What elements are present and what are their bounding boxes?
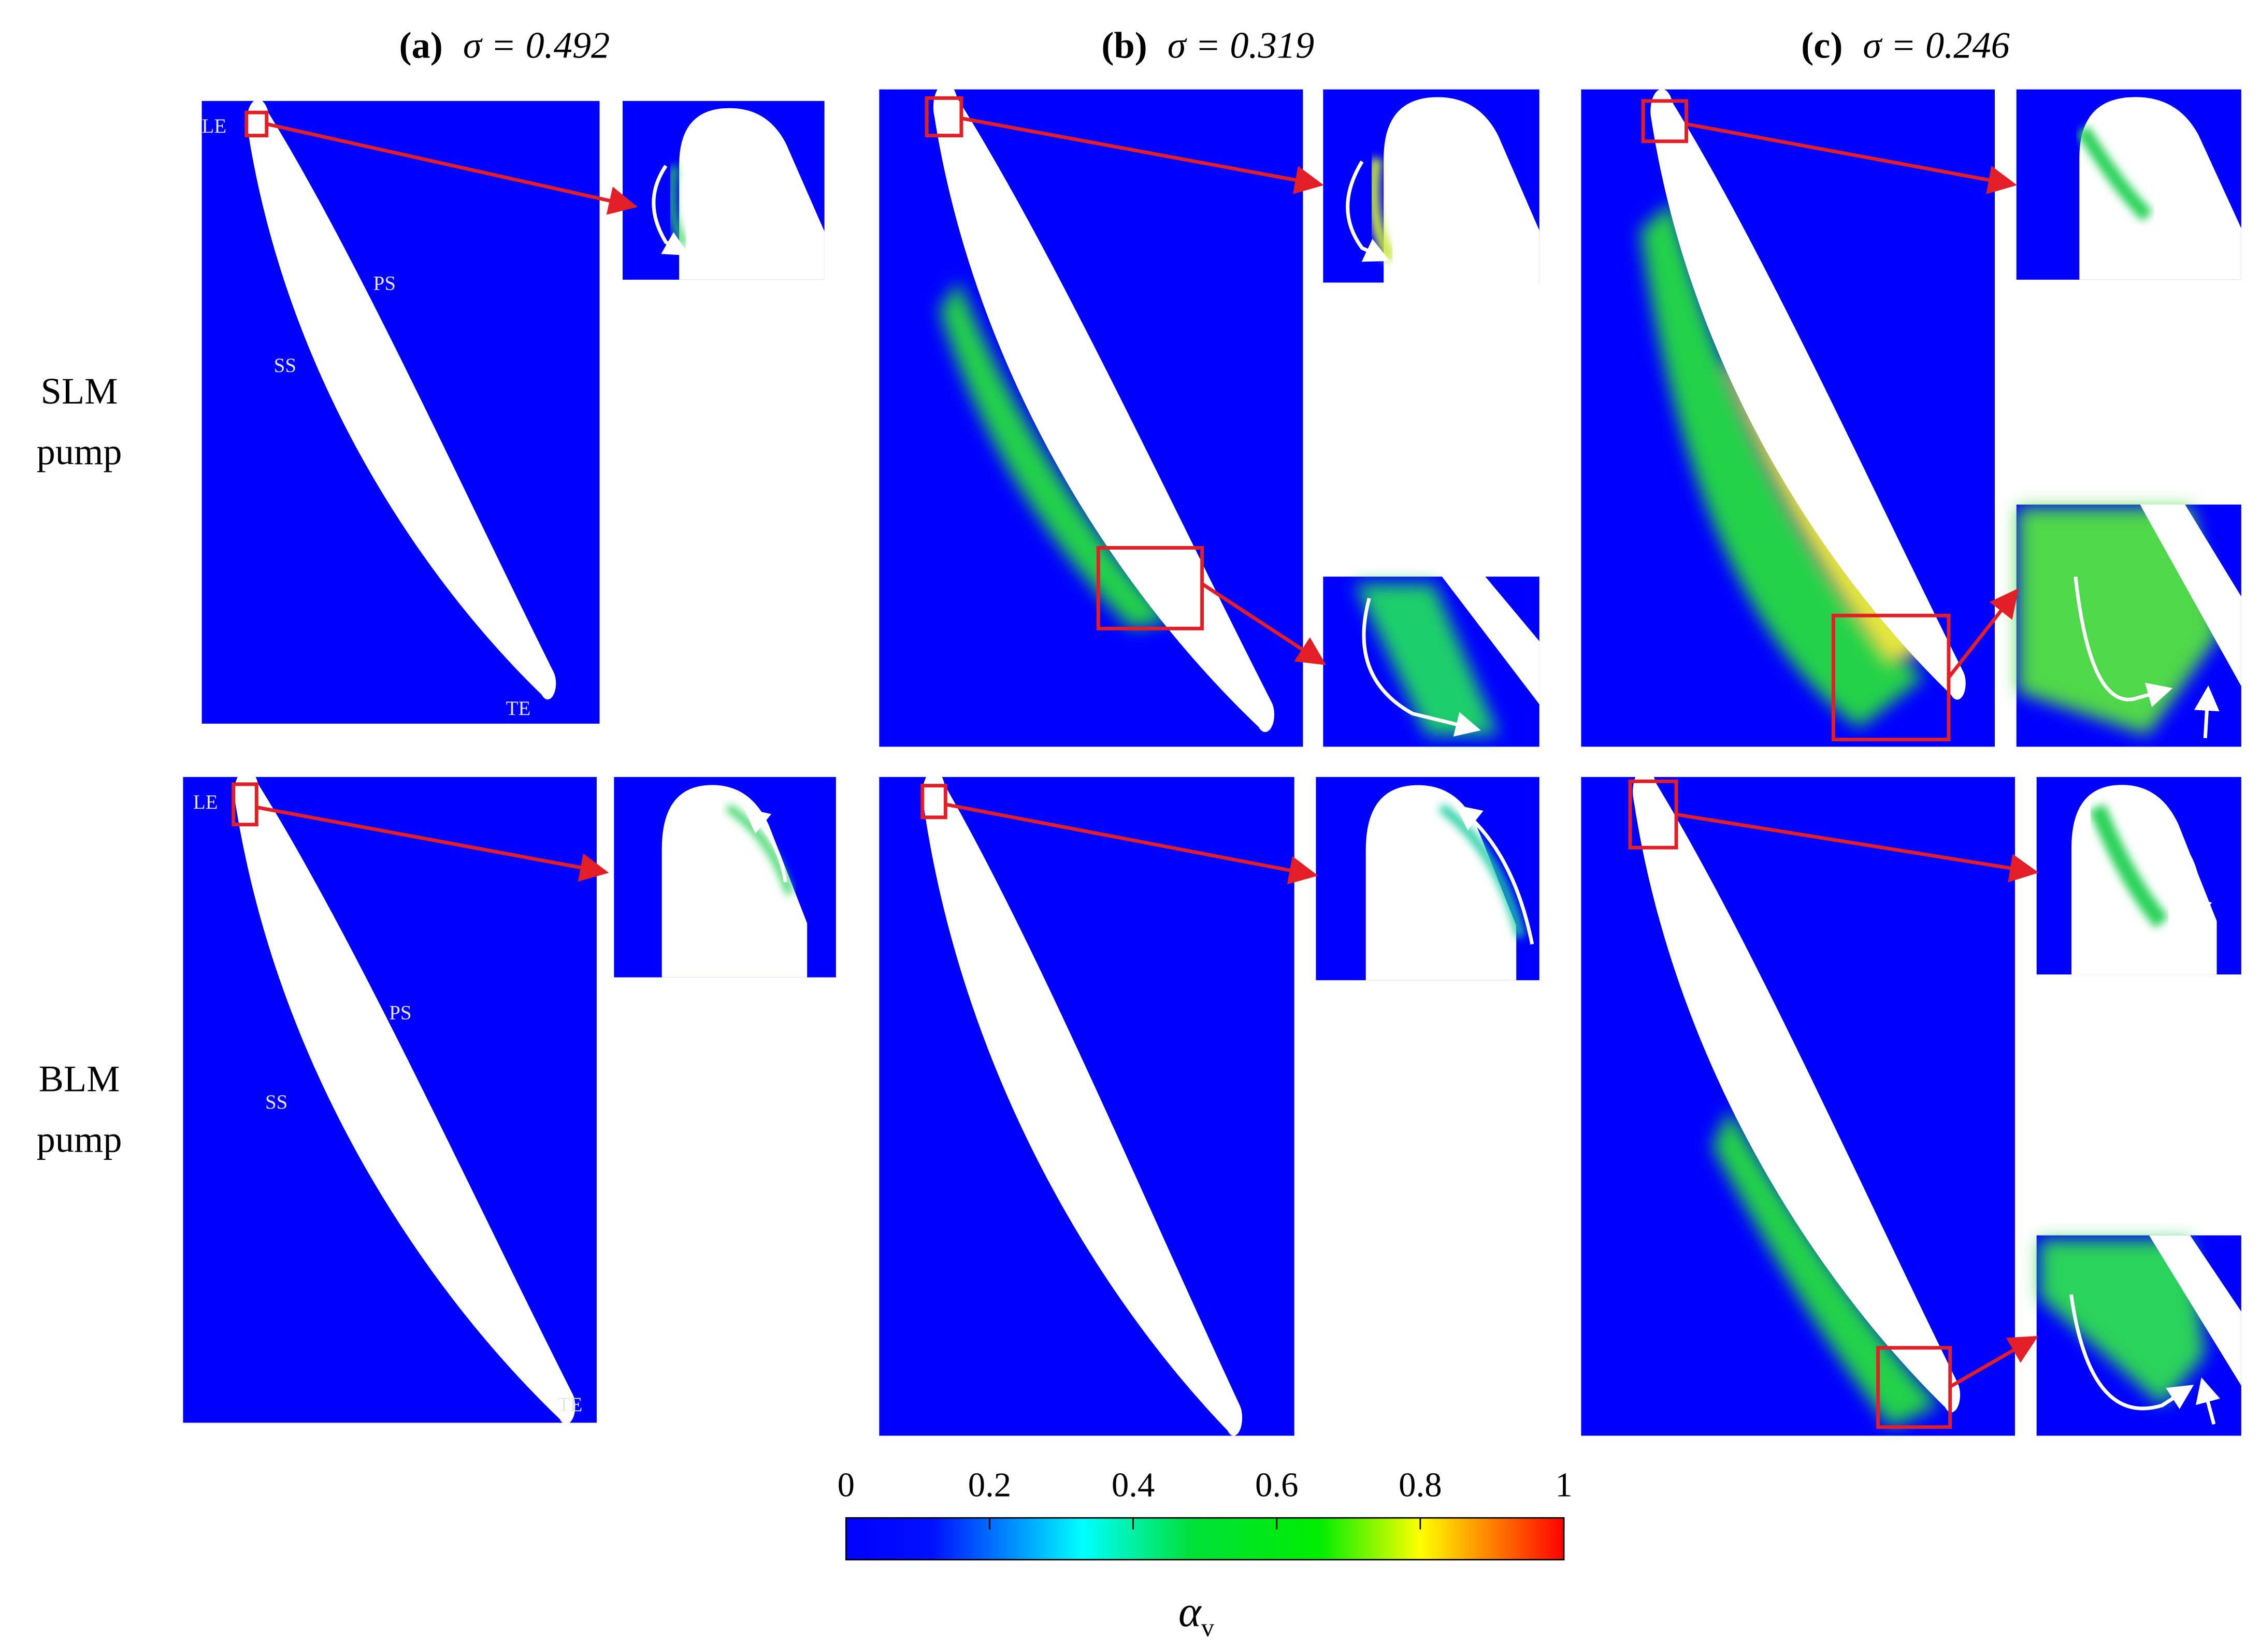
row-label: SLM	[41, 370, 118, 412]
colorbar-tick-label: 0.8	[1399, 1466, 1442, 1504]
column-title: (c) σ = 0.246	[1801, 24, 2010, 66]
colorbar	[845, 1517, 1565, 1561]
inset	[2036, 1235, 2241, 1436]
colorbar-label: αv	[1178, 1588, 1215, 1642]
panel-label: PS	[373, 272, 396, 294]
inset	[2036, 777, 2241, 975]
panel-label: TE	[506, 697, 531, 720]
colorbar-ticks: 0 0.2 0.4 0.6 0.8 1	[838, 1466, 1573, 1530]
panel	[1581, 89, 1995, 747]
colorbar-tick-label: 0	[838, 1466, 855, 1504]
panel-label: LE	[193, 791, 218, 813]
panel-label: LE	[202, 115, 227, 137]
inset	[623, 100, 825, 280]
panel-label: TE	[558, 1394, 583, 1416]
colorbar-tick-label: 0.6	[1255, 1466, 1298, 1504]
inset	[2016, 89, 2241, 280]
colorbar-tick-label: 0.4	[1112, 1466, 1155, 1504]
panel-label: SS	[274, 354, 296, 377]
panel	[1581, 768, 2015, 1436]
inset	[1323, 89, 1539, 283]
column-equation: σ = 0.246	[1863, 24, 2009, 66]
colorbar-symbol: α	[1178, 1588, 1202, 1636]
panel-label: PS	[389, 1001, 411, 1024]
panel-label: SS	[265, 1091, 287, 1113]
inset	[2016, 504, 2241, 747]
column-title: (a) σ = 0.492	[399, 24, 610, 66]
colorbar-tick-label: 0.2	[968, 1466, 1011, 1504]
panel: LE PS SS TE	[201, 99, 600, 724]
colorbar-tick-label: 1	[1555, 1466, 1572, 1504]
panel	[879, 83, 1303, 747]
column-label: (c)	[1801, 24, 1842, 66]
column-equation: σ = 0.492	[463, 24, 610, 66]
colorbar-subscript: v	[1201, 1613, 1215, 1642]
column-equation: σ = 0.319	[1168, 24, 1314, 66]
zoom-markers	[232, 96, 2039, 1429]
inset	[1316, 777, 1539, 981]
column-label: (a)	[399, 24, 443, 66]
column-title: (b) σ = 0.319	[1101, 24, 1314, 66]
column-label: (b)	[1101, 24, 1147, 66]
row-label: BLM	[39, 1058, 120, 1099]
row-label: pump	[37, 431, 122, 472]
row-label: pump	[37, 1118, 122, 1160]
inset	[614, 777, 836, 978]
inset	[1323, 577, 1539, 747]
panel: LE PS SS TE	[183, 769, 597, 1424]
panel	[879, 770, 1294, 1436]
